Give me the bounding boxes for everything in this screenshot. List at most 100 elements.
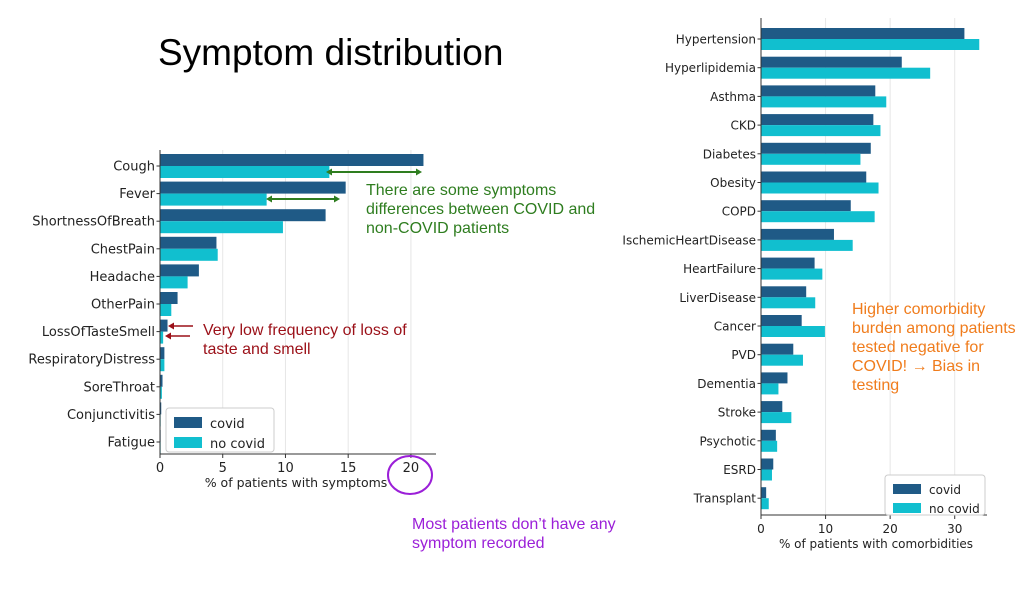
arrow-right-icon bbox=[334, 195, 340, 203]
comorbidity-category-label: IschemicHeartDisease bbox=[622, 233, 756, 247]
comorbidity-bar-no-covid-diabetes bbox=[761, 153, 861, 165]
comorbidity-bar-no-covid-copd bbox=[761, 211, 875, 223]
symptom-bar-covid-respiratory-distress bbox=[160, 347, 165, 360]
comorbidity-category-label: Obesity bbox=[710, 176, 756, 190]
comorbidity-bar-covid-cancer bbox=[761, 315, 802, 326]
comorbidity-bar-covid-stroke bbox=[761, 401, 783, 413]
symptom-bar-covid-sore-throat bbox=[160, 374, 163, 387]
comorbidity-category-label: Hypertension bbox=[676, 33, 756, 47]
arrow-left-icon bbox=[266, 195, 272, 203]
symptom-bar-no-covid-cough bbox=[160, 166, 330, 178]
symptom-xtick-label: 20 bbox=[403, 461, 420, 476]
slide-title: Symptom distribution bbox=[158, 32, 504, 73]
comorbidity-bar-no-covid-stroke bbox=[761, 412, 792, 424]
comorbidity-legend-swatch-covid bbox=[893, 484, 921, 494]
symptom-category-label: ShortnessOfBreath bbox=[32, 215, 155, 230]
symptom-x-axis-label: % of patients with symptoms bbox=[205, 475, 388, 490]
comorbidity-bar-covid-asthma bbox=[761, 85, 876, 97]
comorbidity-bar-no-covid-asthma bbox=[761, 96, 887, 108]
comorbidity-category-label: Hyperlipidemia bbox=[665, 61, 756, 75]
comorbidity-bar-covid-psychotic bbox=[761, 429, 776, 441]
comorbidity-bar-covid-ischemic-heart-disease bbox=[761, 228, 834, 240]
comorbidity-bar-no-covid-heart-failure bbox=[761, 268, 823, 280]
comorbidity-category-label: LiverDisease bbox=[679, 291, 756, 305]
comorbidity-category-label: Stroke bbox=[718, 406, 756, 420]
comorbidity-bar-no-covid-pvd bbox=[761, 354, 803, 366]
symptom-bar-no-covid-other-pain bbox=[160, 304, 172, 316]
comorbidity-category-label: Cancer bbox=[714, 320, 756, 334]
comorbidity-bar-no-covid-hypertension bbox=[761, 39, 980, 50]
symptom-legend-swatch-no-covid bbox=[174, 437, 202, 448]
comorbidity-bar-no-covid-ckd bbox=[761, 125, 881, 137]
symptom-bar-no-covid-shortness-of-breath bbox=[160, 221, 283, 234]
symptom-difference-note: There are some symptoms differences betw… bbox=[366, 182, 596, 237]
comorbidity-bar-covid-liver-disease bbox=[761, 286, 807, 298]
comorbidity-category-label: Dementia bbox=[697, 377, 756, 391]
comorbidity-category-label: Transplant bbox=[693, 492, 757, 506]
symptom-bar-no-covid-headache bbox=[160, 276, 188, 289]
symptom-category-label: Fever bbox=[119, 187, 155, 202]
comorbidity-bar-no-covid-cancer bbox=[761, 326, 825, 337]
symptom-xtick-label: 15 bbox=[340, 461, 357, 476]
comorbidity-bar-no-covid-liver-disease bbox=[761, 297, 816, 309]
arrow-left-icon bbox=[326, 168, 332, 176]
comorbidity-bar-covid-diabetes bbox=[761, 142, 871, 154]
symptom-category-label: Fatigue bbox=[108, 436, 155, 451]
comorbidity-bar-covid-ckd bbox=[761, 114, 874, 126]
symptom-legend-label-covid: covid bbox=[210, 417, 245, 432]
comorbidity-bar-covid-pvd bbox=[761, 343, 794, 355]
comorbidity-category-label: ESRD bbox=[723, 463, 756, 477]
comorbidity-xtick-label: 0 bbox=[757, 522, 765, 536]
comorbidity-category-label: PVD bbox=[731, 348, 756, 362]
symptom-bar-no-covid-sore-throat bbox=[160, 386, 162, 399]
symptom-bar-covid-shortness-of-breath bbox=[160, 209, 326, 222]
comorbidity-category-label: HeartFailure bbox=[683, 262, 756, 276]
comorbidity-category-label: Psychotic bbox=[699, 434, 756, 448]
loss-of-taste-note: Very low frequency of loss of taste and … bbox=[203, 322, 407, 358]
symptom-category-label: Headache bbox=[90, 270, 155, 285]
symptom-bar-no-covid-loss-of-taste-smell bbox=[160, 331, 164, 344]
comorbidity-bar-no-covid-obesity bbox=[761, 182, 879, 194]
comorbidity-xtick-label: 10 bbox=[818, 522, 833, 536]
symptom-category-label: RespiratoryDistress bbox=[28, 353, 155, 368]
symptom-xtick-label: 0 bbox=[156, 461, 164, 476]
comorbidity-xtick-label: 30 bbox=[947, 522, 962, 536]
symptom-bar-covid-conjunctivitis bbox=[160, 402, 162, 415]
arrow-left-icon bbox=[165, 332, 171, 340]
symptom-bar-covid-headache bbox=[160, 264, 199, 277]
symptom-bar-covid-chest-pain bbox=[160, 236, 217, 249]
symptom-xtick-label: 10 bbox=[277, 461, 294, 476]
comorbidity-bias-note: Higher comorbidity burden among patients… bbox=[852, 301, 1016, 394]
symptom-legend-label-no-covid: no covid bbox=[210, 437, 265, 452]
symptom-category-label: SoreThroat bbox=[83, 380, 155, 395]
symptom-xtick-label: 5 bbox=[219, 461, 227, 476]
comorbidity-bar-no-covid-transplant bbox=[761, 498, 769, 510]
symptom-category-label: LossOfTasteSmell bbox=[42, 325, 155, 340]
comorbidity-bar-covid-heart-failure bbox=[761, 257, 815, 269]
comorbidity-x-axis-label: % of patients with comorbidities bbox=[779, 537, 973, 551]
comorbidity-category-label: Asthma bbox=[710, 90, 756, 104]
symptom-bar-no-covid-respiratory-distress bbox=[160, 359, 165, 372]
symptom-category-label: ChestPain bbox=[91, 242, 155, 257]
symptom-category-label: Conjunctivitis bbox=[67, 408, 155, 423]
comorbidity-legend-swatch-no-covid bbox=[893, 503, 921, 513]
comorbidity-bar-covid-hyperlipidemia bbox=[761, 56, 902, 68]
symptom-legend-swatch-covid bbox=[174, 417, 202, 428]
arrow-right-icon bbox=[416, 168, 422, 176]
comorbidity-bar-covid-dementia bbox=[761, 372, 788, 384]
comorbidity-bar-no-covid-dementia bbox=[761, 383, 779, 395]
comorbidity-bar-no-covid-hyperlipidemia bbox=[761, 67, 931, 79]
comorbidity-bar-covid-transplant bbox=[761, 487, 767, 499]
arrow-left-icon bbox=[168, 322, 174, 330]
comorbidity-bar-no-covid-esrd bbox=[761, 469, 772, 481]
symptom-bar-no-covid-chest-pain bbox=[160, 248, 218, 261]
comorbidity-xtick-label: 20 bbox=[883, 522, 898, 536]
comorbidity-bar-covid-copd bbox=[761, 200, 851, 212]
symptom-bar-covid-loss-of-taste-smell bbox=[160, 319, 168, 332]
comorbidity-category-label: COPD bbox=[722, 205, 756, 219]
comorbidity-category-label: Diabetes bbox=[703, 147, 756, 161]
comorbidity-bar-no-covid-ischemic-heart-disease bbox=[761, 239, 853, 251]
comorbidity-legend-label-no-covid: no covid bbox=[929, 502, 980, 516]
symptom-bar-covid-other-pain bbox=[160, 292, 178, 304]
